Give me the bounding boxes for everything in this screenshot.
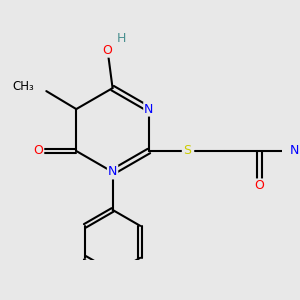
Text: O: O: [33, 145, 43, 158]
Text: O: O: [255, 179, 265, 192]
Text: O: O: [103, 44, 112, 57]
Text: H: H: [117, 32, 126, 45]
Text: CH₃: CH₃: [13, 80, 34, 93]
Text: N: N: [144, 103, 154, 116]
Text: S: S: [183, 145, 191, 158]
Text: N: N: [290, 145, 299, 158]
Text: N: N: [108, 166, 117, 178]
